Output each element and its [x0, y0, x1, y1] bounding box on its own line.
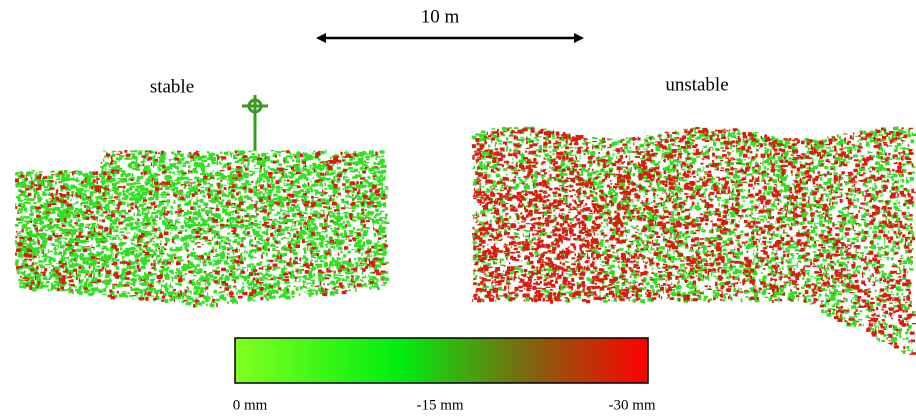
colorbar-label: 0 mm	[233, 397, 268, 413]
point-clouds	[15, 126, 916, 355]
figure: 10 m stable unstable 0 mm -15 mm -30 mm	[0, 0, 916, 417]
panel-label: stable	[150, 76, 194, 97]
cross	[242, 95, 268, 150]
colorbar	[235, 338, 648, 383]
colorbar-label: -15 mm	[416, 397, 463, 413]
panel-label: unstable	[665, 74, 728, 95]
points	[15, 150, 389, 307]
colorbar-label: -30 mm	[608, 397, 655, 413]
scale-label: 10 m	[421, 6, 460, 27]
